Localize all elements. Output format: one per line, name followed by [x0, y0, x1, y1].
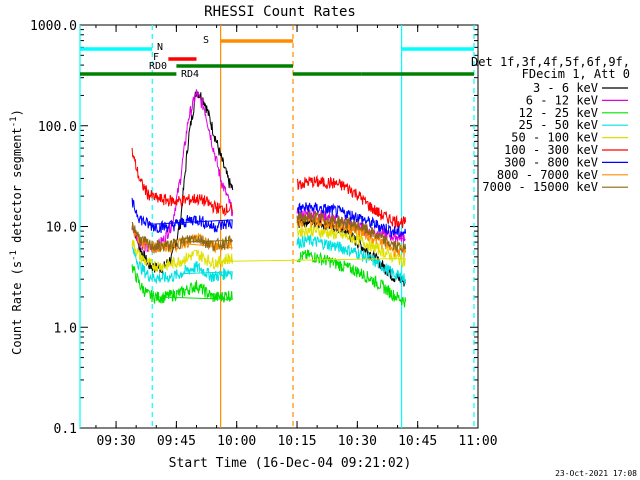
flag-label: RD0: [149, 61, 167, 72]
legend-entry-label: 25 - 50 keV: [519, 118, 598, 132]
legend-header-1: Det 1f,3f,4f,5f,6f,9f,: [471, 55, 630, 69]
flag-label: S: [203, 35, 209, 46]
y-axis-label: Count Rate (s-1 detector segment-1): [9, 109, 24, 355]
y-tick-label: 1000.0: [30, 19, 77, 34]
x-tick-label: 10:45: [398, 434, 437, 449]
flag-label: RD4: [181, 69, 199, 80]
legend-entry-label: 100 - 300 keV: [504, 143, 598, 157]
vertical-markers: [79, 25, 475, 428]
flag-label: N: [157, 42, 163, 53]
series-line: [131, 210, 407, 253]
series-line: [131, 234, 407, 285]
legend-entry-label: 50 - 100 keV: [511, 131, 598, 145]
series-line: [131, 197, 407, 239]
y-tick-label: 1.0: [54, 321, 77, 336]
x-tick-label: 09:30: [96, 434, 135, 449]
legend-entry-label: 7000 - 15000 keV: [482, 180, 598, 194]
plot-axes: 09:30 09:45 10:00 10:15 10:30 10:45 11:00 0.1 1.…: [30, 19, 498, 449]
legend-entry-label: 300 - 800 keV: [504, 155, 598, 169]
y-tick-label: 100.0: [38, 120, 77, 135]
generation-timestamp: 23-Oct-2021 17:08: [555, 469, 637, 478]
x-axis-label: Start Time (16-Dec-04 09:21:02): [169, 456, 412, 471]
y-tick-label: 0.1: [54, 422, 77, 437]
legend-header-2: FDecim 1, Att 0: [522, 67, 630, 81]
legend-entry-label: 12 - 25 keV: [519, 106, 598, 120]
series-line: [131, 147, 407, 229]
series-line: [131, 249, 407, 308]
x-tick-label: 10:15: [277, 434, 316, 449]
x-tick-label: 09:45: [157, 434, 196, 449]
legend-entry-label: 800 - 7000 keV: [497, 168, 598, 182]
x-tick-label: 11:00: [458, 434, 497, 449]
chart-title: RHESSI Count Rates: [204, 4, 356, 20]
legend: Det 1f,3f,4f,5f,6f,9f, FDecim 1, Att 0 3…: [471, 55, 630, 194]
plot-frame: [79, 24, 479, 429]
x-tick-label: 10:30: [338, 434, 377, 449]
series-lines: [131, 89, 407, 308]
flag-label: F: [153, 52, 159, 63]
y-tick-label: 10.0: [46, 221, 77, 236]
legend-entry-label: 6 - 12 keV: [526, 93, 598, 107]
legend-entry-label: 3 - 6 keV: [533, 81, 598, 95]
x-tick-label: 10:00: [217, 434, 256, 449]
series-line: [131, 224, 406, 273]
